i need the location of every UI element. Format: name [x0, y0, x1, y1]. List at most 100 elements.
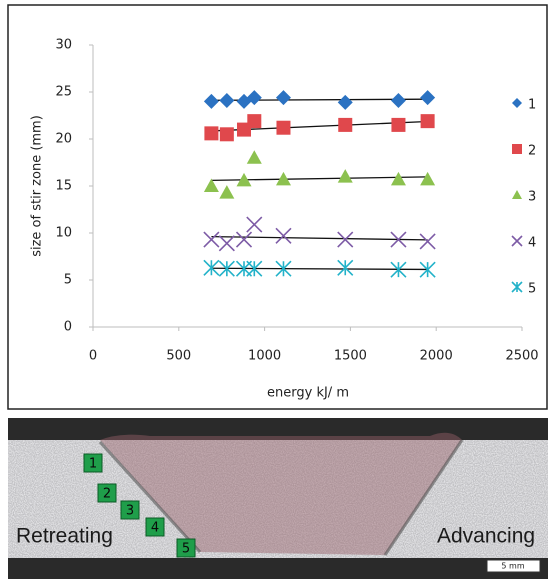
advancing-label: Advancing	[437, 525, 535, 548]
zone-label: 2	[103, 487, 111, 502]
marker-shape	[337, 94, 353, 110]
x-tick-label: 2500	[505, 349, 538, 364]
retreating-label: Retreating	[16, 525, 113, 548]
marker-shape	[390, 261, 407, 278]
marker	[219, 92, 235, 108]
marker	[390, 261, 407, 278]
y-axis-title: size of stir zone (mm)	[30, 115, 45, 257]
macrograph: Retreating Advancing 5 mm	[8, 418, 548, 579]
marker-shape	[235, 231, 253, 248]
marker-shape	[420, 90, 436, 106]
stir-zone	[100, 432, 462, 555]
y-tick-label: 5	[64, 273, 72, 288]
marker-shape	[419, 233, 436, 250]
y-tick-label: 30	[55, 38, 72, 53]
marker	[203, 231, 220, 248]
zone-marker	[83, 453, 103, 473]
marker-shape	[203, 93, 219, 109]
marker	[511, 281, 523, 293]
marker	[420, 90, 436, 106]
marker	[203, 178, 219, 192]
marker	[236, 172, 252, 187]
marker-shape	[275, 90, 291, 106]
marker-shape	[204, 126, 219, 141]
marker	[203, 93, 219, 109]
marker-shape	[275, 171, 291, 186]
y-tick-label: 15	[55, 179, 72, 194]
marker-shape	[512, 190, 522, 199]
legend-label: 1	[528, 98, 536, 113]
marker-shape	[219, 185, 235, 199]
marker	[204, 126, 219, 141]
marker	[203, 259, 220, 276]
marker-shape	[391, 117, 406, 132]
marker	[512, 98, 522, 108]
chart-frame	[7, 4, 548, 410]
marker	[390, 231, 407, 248]
marker	[246, 216, 263, 233]
x-tick-label: 2000	[420, 349, 453, 364]
marker	[275, 260, 292, 277]
marker	[337, 169, 353, 183]
marker-shape	[511, 281, 523, 293]
marker-shape	[337, 231, 354, 248]
x-tick-label: 0	[89, 349, 97, 364]
marker-shape	[275, 260, 292, 277]
marker-shape	[236, 172, 252, 187]
zone-label: 3	[126, 504, 134, 519]
marker-shape	[420, 114, 435, 129]
x-tick-label: 500	[166, 349, 191, 364]
marker	[390, 171, 406, 186]
marker-shape	[390, 92, 406, 108]
marker-shape	[337, 259, 354, 276]
x-tick-label: 1000	[248, 349, 281, 364]
marker-shape	[275, 227, 292, 244]
marker	[218, 235, 235, 252]
marker-shape	[246, 90, 262, 106]
marker-shape	[512, 98, 522, 108]
marker	[419, 233, 436, 250]
marker-shape	[390, 171, 406, 186]
scale-bar	[486, 559, 541, 573]
marker-shape	[203, 259, 220, 276]
marker	[420, 171, 436, 186]
zone-label: 5	[182, 542, 190, 557]
y-tick-label: 0	[64, 320, 72, 335]
legend-label: 3	[528, 190, 536, 205]
legend-label: 2	[528, 144, 536, 159]
zone-label: 4	[151, 521, 159, 536]
zone-marker	[120, 500, 140, 520]
marker	[219, 185, 235, 199]
marker-shape	[203, 178, 219, 192]
marker	[511, 235, 523, 247]
marker	[235, 231, 253, 248]
marker	[275, 171, 291, 186]
legend-label: 4	[528, 236, 536, 251]
zone-marker	[97, 483, 117, 503]
marker	[275, 227, 292, 244]
trend-line	[211, 267, 428, 271]
zone-marker	[176, 538, 196, 558]
marker	[246, 260, 263, 277]
marker-shape	[218, 260, 235, 277]
x-axis-title: energy kJ/ m	[267, 386, 349, 401]
marker-shape	[420, 171, 436, 186]
y-tick-label: 10	[55, 226, 72, 241]
marker-shape	[219, 92, 235, 108]
marker-shape	[203, 231, 220, 248]
marker-shape	[246, 216, 263, 233]
marker-shape	[419, 261, 436, 278]
marker	[419, 261, 436, 278]
marker	[337, 259, 354, 276]
y-tick-label: 20	[55, 132, 72, 147]
marker-shape	[219, 127, 234, 142]
marker-shape	[512, 144, 522, 154]
marker-shape	[337, 169, 353, 183]
marker	[219, 127, 234, 142]
marker-shape	[247, 114, 262, 129]
marker	[218, 260, 235, 277]
marker-shape	[276, 120, 291, 135]
marker	[275, 90, 291, 106]
marker-shape	[511, 235, 523, 247]
marker-shape	[246, 150, 262, 164]
